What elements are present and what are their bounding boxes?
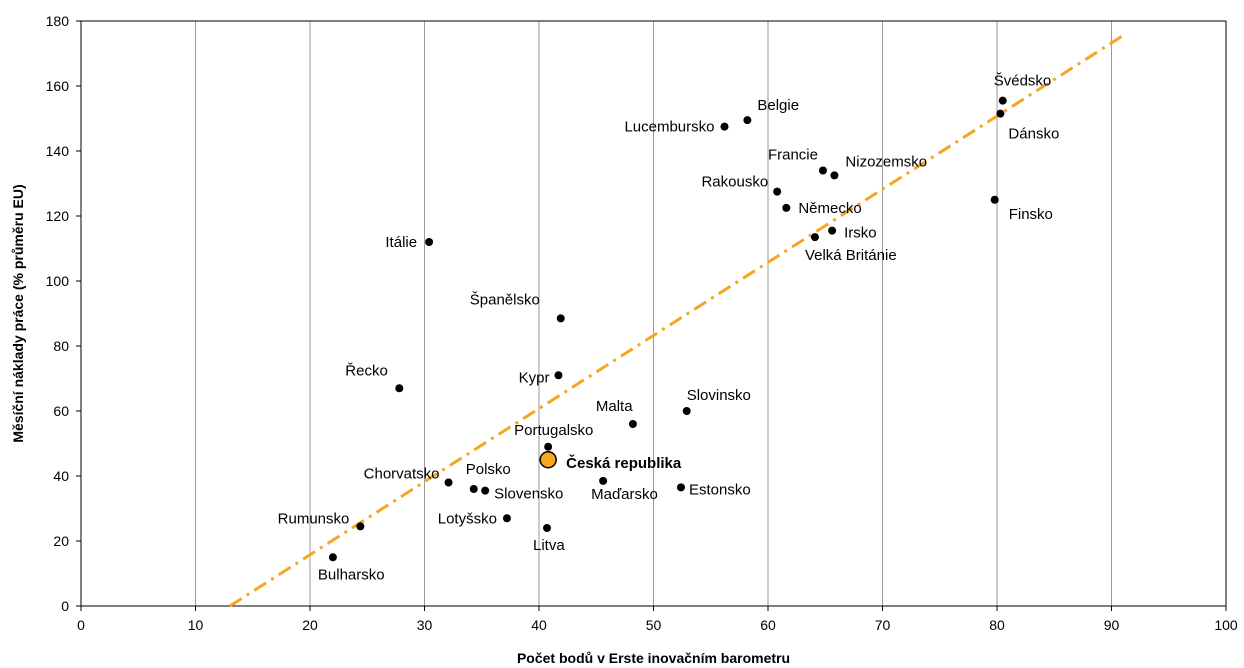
label-chorvatsko: Chorvatsko xyxy=(364,466,440,483)
x-tick-label: 90 xyxy=(1104,617,1120,633)
point-slovensko xyxy=(481,486,490,495)
data-points xyxy=(328,96,1007,562)
label-italie: Itálie xyxy=(385,234,417,251)
label-finsko: Finsko xyxy=(1009,206,1053,223)
label-rakousko: Rakousko xyxy=(701,174,768,191)
x-tick-label: 70 xyxy=(875,617,891,633)
point-italie xyxy=(425,238,434,246)
y-tick-label: 0 xyxy=(61,598,69,614)
x-tick-label: 60 xyxy=(760,617,776,633)
label-francie: Francie xyxy=(768,147,818,164)
plot-frame xyxy=(80,20,1227,607)
point-lucembursko xyxy=(720,122,729,131)
point-slovinsko xyxy=(682,407,691,415)
point-nizozemsko xyxy=(830,171,839,180)
label-malta: Malta xyxy=(596,398,633,415)
x-tick-label: 50 xyxy=(646,617,662,633)
y-tick-label: 40 xyxy=(53,468,69,484)
point-dansko xyxy=(996,109,1005,118)
label-irsko: Irsko xyxy=(844,225,877,242)
point-rakousko xyxy=(773,187,782,196)
point-belgie xyxy=(743,116,752,125)
label-rumunsko: Rumunsko xyxy=(278,510,350,527)
x-tick-label: 40 xyxy=(531,617,547,633)
y-tick-label: 180 xyxy=(46,13,70,29)
point-litva xyxy=(543,524,552,532)
point-chorvatsko xyxy=(444,478,453,487)
axes: 0 10 20 30 40 50 60 70 80 90 100 0 20 40 60 80 100 120 140… xyxy=(46,13,1238,633)
label-lotyssko: Lotyšsko xyxy=(438,510,497,527)
label-belgie: Belgie xyxy=(757,97,799,114)
point-lotyssko xyxy=(502,514,511,523)
point-spanelsko xyxy=(556,314,565,323)
y-tick-label: 20 xyxy=(53,533,69,549)
label-slovinsko: Slovinsko xyxy=(687,387,751,404)
y-tick-label: 160 xyxy=(46,78,70,94)
y-tick-label: 100 xyxy=(46,273,70,289)
point-francie xyxy=(818,166,827,175)
y-axis-title: Měsíční náklady práce (% průměru EU) xyxy=(10,184,26,442)
point-estonsko xyxy=(676,483,685,492)
label-recko: Řecko xyxy=(345,362,388,379)
point-polsko xyxy=(469,485,478,493)
x-tick-label: 30 xyxy=(417,617,433,633)
label-portugalsko: Portugalsko xyxy=(514,422,593,439)
label-dansko: Dánsko xyxy=(1008,126,1059,143)
point-madarsko xyxy=(599,476,608,485)
x-tick-label: 80 xyxy=(989,617,1005,633)
x-tick-label: 0 xyxy=(77,617,85,633)
y-tick-label: 140 xyxy=(46,143,70,159)
label-lucembursko: Lucembursko xyxy=(624,119,714,136)
point-ceska-republika xyxy=(539,451,557,469)
y-tick-label: 80 xyxy=(53,338,69,354)
x-tick-label: 10 xyxy=(188,617,204,633)
point-velka-britanie xyxy=(810,233,819,242)
point-kypr xyxy=(554,371,563,380)
point-labels: Švédsko Dánsko Belgie Lucembursko Francie Niz… xyxy=(278,73,1060,584)
label-slovensko: Slovensko xyxy=(494,486,563,503)
label-bulharsko: Bulharsko xyxy=(318,566,385,583)
label-kypr: Kypr xyxy=(519,369,550,386)
x-tick-label: 20 xyxy=(302,617,318,633)
x-axis-title: Počet bodů v Erste inovačním barometru xyxy=(517,650,790,666)
point-finsko xyxy=(990,195,999,204)
label-nemecko: Německo xyxy=(798,200,861,217)
point-bulharsko xyxy=(328,553,337,562)
label-ceska-republika: Česká republika xyxy=(566,454,682,472)
point-malta xyxy=(628,420,637,428)
trendline xyxy=(229,34,1124,608)
label-spanelsko: Španělsko xyxy=(470,291,540,308)
point-recko xyxy=(395,384,404,393)
y-tick-label: 60 xyxy=(53,403,69,419)
label-polsko: Polsko xyxy=(466,461,511,478)
label-svedsko: Švédsko xyxy=(994,73,1052,90)
label-estonsko: Estonsko xyxy=(689,481,751,498)
point-rumunsko xyxy=(356,522,365,531)
point-nemecko xyxy=(782,203,791,212)
trendline-layer xyxy=(229,34,1124,608)
grid-lines xyxy=(195,21,1112,606)
label-madarsko: Maďarsko xyxy=(591,486,658,503)
x-tick-label: 100 xyxy=(1214,617,1238,633)
point-irsko xyxy=(828,226,837,235)
label-nizozemsko: Nizozemsko xyxy=(845,153,927,170)
point-portugalsko xyxy=(544,442,553,451)
label-velka-britanie: Velká Británie xyxy=(805,247,897,264)
y-tick-label: 120 xyxy=(46,208,70,224)
label-litva: Litva xyxy=(533,537,565,554)
point-svedsko xyxy=(998,96,1007,105)
